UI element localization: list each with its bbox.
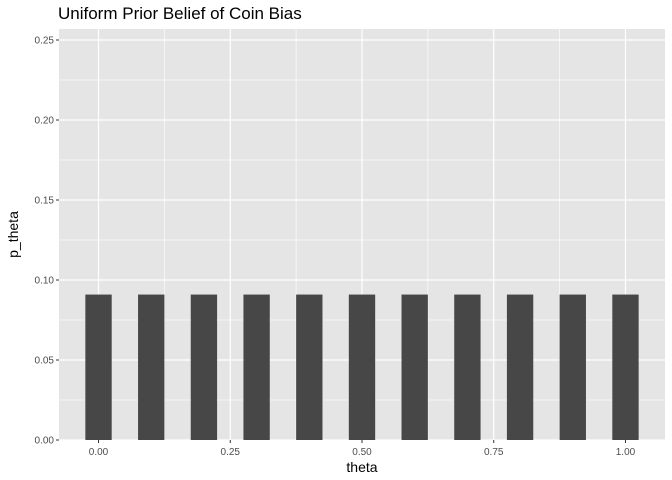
bar xyxy=(138,294,165,440)
y-tick-label: 0.05 xyxy=(35,356,55,367)
y-tick-label: 0.20 xyxy=(35,116,55,127)
bar xyxy=(506,294,534,440)
bar-series xyxy=(85,294,639,440)
chart-title: Uniform Prior Belief of Coin Bias xyxy=(58,4,302,23)
y-axis-title: p_theta xyxy=(5,211,21,258)
bar xyxy=(559,294,586,440)
x-axis: 0.00 0.25 0.50 0.75 1.00 xyxy=(89,440,636,458)
bar xyxy=(348,294,376,440)
bar xyxy=(401,294,428,440)
x-tick-label: 0.00 xyxy=(89,447,109,458)
y-axis: 0.00 0.05 0.10 0.15 0.20 0.25 xyxy=(35,36,59,447)
x-tick-label: 0.25 xyxy=(221,447,241,458)
bar xyxy=(243,294,270,440)
x-tick-label: 0.75 xyxy=(484,447,504,458)
bar xyxy=(190,294,218,440)
bar xyxy=(85,294,112,440)
bar xyxy=(454,294,481,440)
bar xyxy=(296,294,323,440)
bar xyxy=(612,294,639,440)
x-axis-title: theta xyxy=(346,459,377,475)
x-tick-label: 1.00 xyxy=(616,447,636,458)
x-tick-label: 0.50 xyxy=(352,447,372,458)
y-tick-label: 0.15 xyxy=(35,196,55,207)
y-tick-label: 0.25 xyxy=(35,36,55,47)
y-tick-label: 0.00 xyxy=(35,436,55,447)
y-tick-label: 0.10 xyxy=(35,276,55,287)
